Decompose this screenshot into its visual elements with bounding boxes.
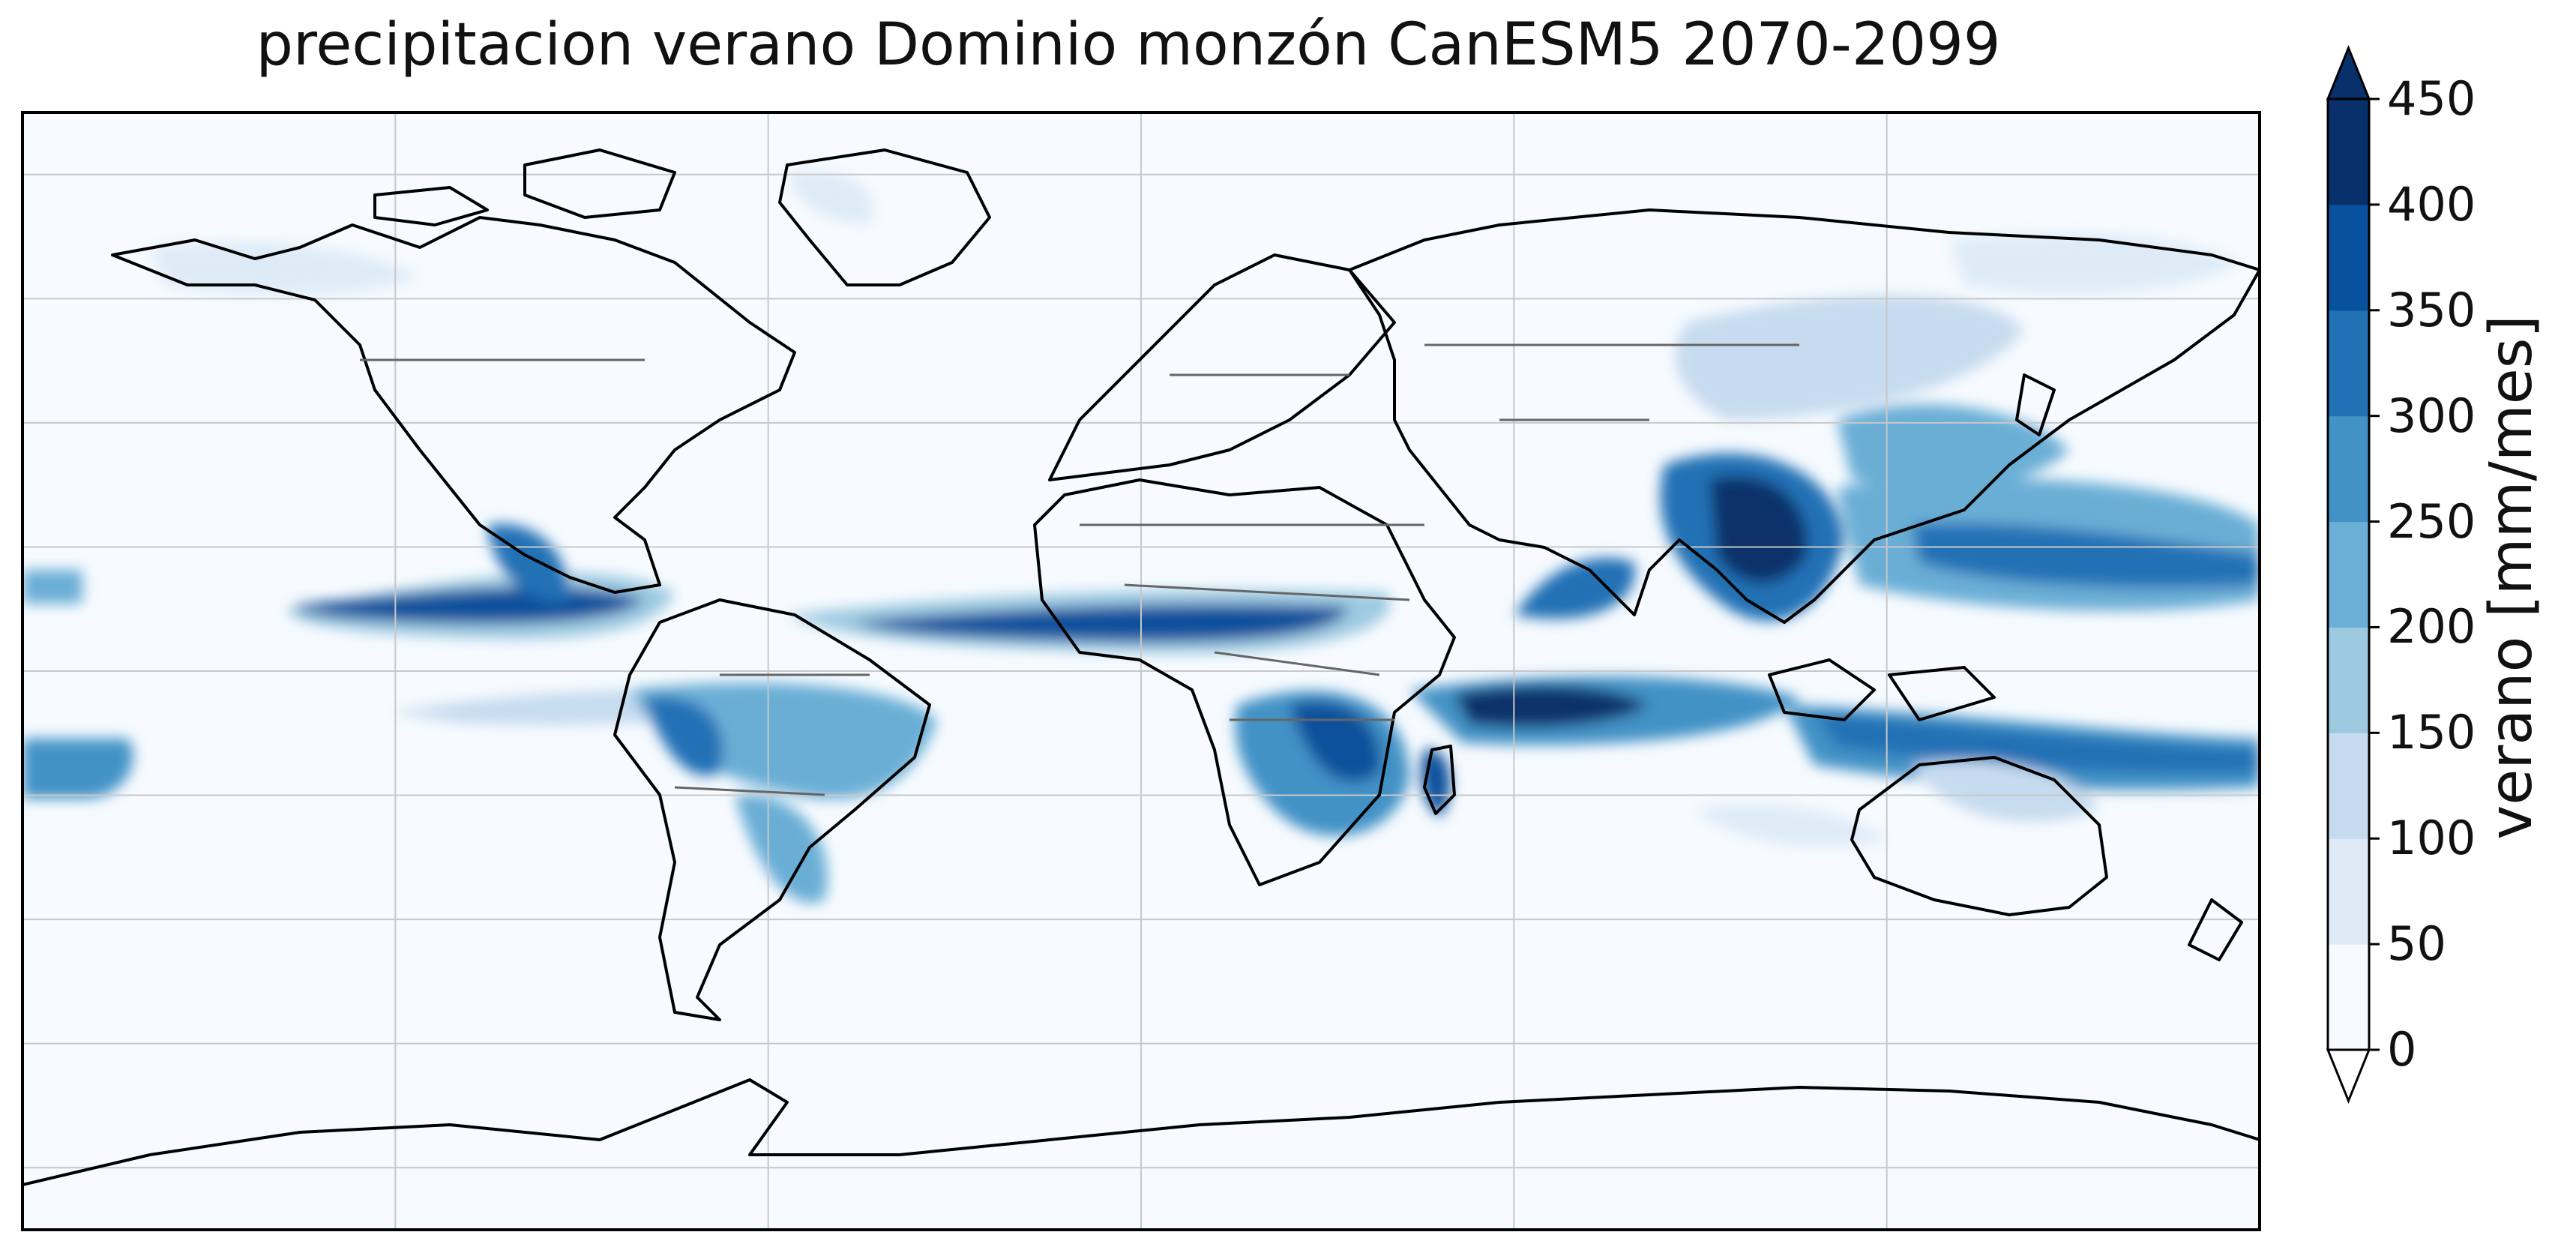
precip-region xyxy=(1912,523,2260,588)
colorbar-tick-label: 50 xyxy=(2387,916,2446,972)
colorbar-tick-label: 350 xyxy=(2387,282,2476,337)
colorbar-segment xyxy=(2328,521,2369,628)
precip-region xyxy=(1709,475,1808,583)
colorbar-tick-label: 450 xyxy=(2387,71,2476,126)
coastline-arctic-islands xyxy=(523,148,676,219)
precip-region xyxy=(1912,760,2099,822)
colorbar-segment xyxy=(2328,99,2369,205)
precip-region xyxy=(735,794,828,904)
colorbar-tick-label: 0 xyxy=(2387,1022,2417,1077)
colorbar-label: verano [mm/mes] xyxy=(2477,315,2545,840)
coastline-australia xyxy=(1850,756,2108,916)
coastline-asia xyxy=(1348,208,2260,624)
border-line xyxy=(1214,651,1380,676)
colorbar-tick-label: 200 xyxy=(2387,599,2476,655)
coastline-greenland xyxy=(778,148,991,286)
colorbar-extend-min xyxy=(2326,1048,2371,1105)
colorbar-segment xyxy=(2328,310,2369,417)
precip-region xyxy=(1814,712,2260,773)
colorbar-segment xyxy=(2328,838,2369,945)
border-line xyxy=(674,786,825,796)
coastline-indonesia xyxy=(1888,666,1996,721)
colorbar-outline xyxy=(2326,97,2371,1051)
precip-region xyxy=(1837,404,2069,489)
colorbar-tick-label: 250 xyxy=(2387,493,2476,549)
coastline-north-america xyxy=(111,216,796,594)
gridlines xyxy=(22,112,2260,1230)
colorbar-segment xyxy=(2328,415,2369,523)
coastline-south-america xyxy=(613,598,931,1021)
colorbar-segment xyxy=(2328,627,2369,733)
colorbar-tick-label: 400 xyxy=(2387,176,2476,232)
precip-region xyxy=(1454,685,1649,727)
precip-region xyxy=(1289,700,1381,782)
precip-region xyxy=(1675,295,2024,420)
precip-region xyxy=(22,739,133,799)
precip-region xyxy=(787,171,873,225)
coastline-arctic-islands xyxy=(373,186,489,226)
precip-region xyxy=(150,241,420,295)
country-borders xyxy=(360,343,1799,796)
colorbar-segment xyxy=(2328,733,2369,839)
coastline-antarctica xyxy=(22,1078,2260,1186)
precip-region xyxy=(22,570,82,604)
colorbar-tick-label: 300 xyxy=(2387,388,2476,443)
coastline-europe xyxy=(1048,253,1396,481)
colorbar-segment xyxy=(2328,944,2369,1051)
precip-region xyxy=(1694,804,1889,847)
precip-region xyxy=(855,604,1349,643)
coastline-indonesia xyxy=(1768,658,1876,721)
colorbar-extend-max xyxy=(2326,44,2371,100)
colorbar-tick-label: 150 xyxy=(2387,705,2476,760)
colorbar-tick-label: 100 xyxy=(2387,811,2476,866)
coastlines xyxy=(22,148,2260,1186)
precip-region xyxy=(1514,557,1636,619)
coastline-new-zealand xyxy=(2188,898,2243,961)
precip-region xyxy=(645,696,723,776)
map-title: precipitacion verano Dominio monzón CanE… xyxy=(256,11,2001,79)
coastline-japan xyxy=(2015,373,2056,436)
colorbar-segment xyxy=(2328,204,2369,311)
map-frame xyxy=(21,111,2261,1231)
coastline-africa xyxy=(1033,478,1456,886)
border-line xyxy=(1124,583,1410,601)
precipitation-field xyxy=(22,171,2260,904)
coastline-madagascar xyxy=(1423,745,1456,815)
colorbar xyxy=(2326,44,2380,1105)
